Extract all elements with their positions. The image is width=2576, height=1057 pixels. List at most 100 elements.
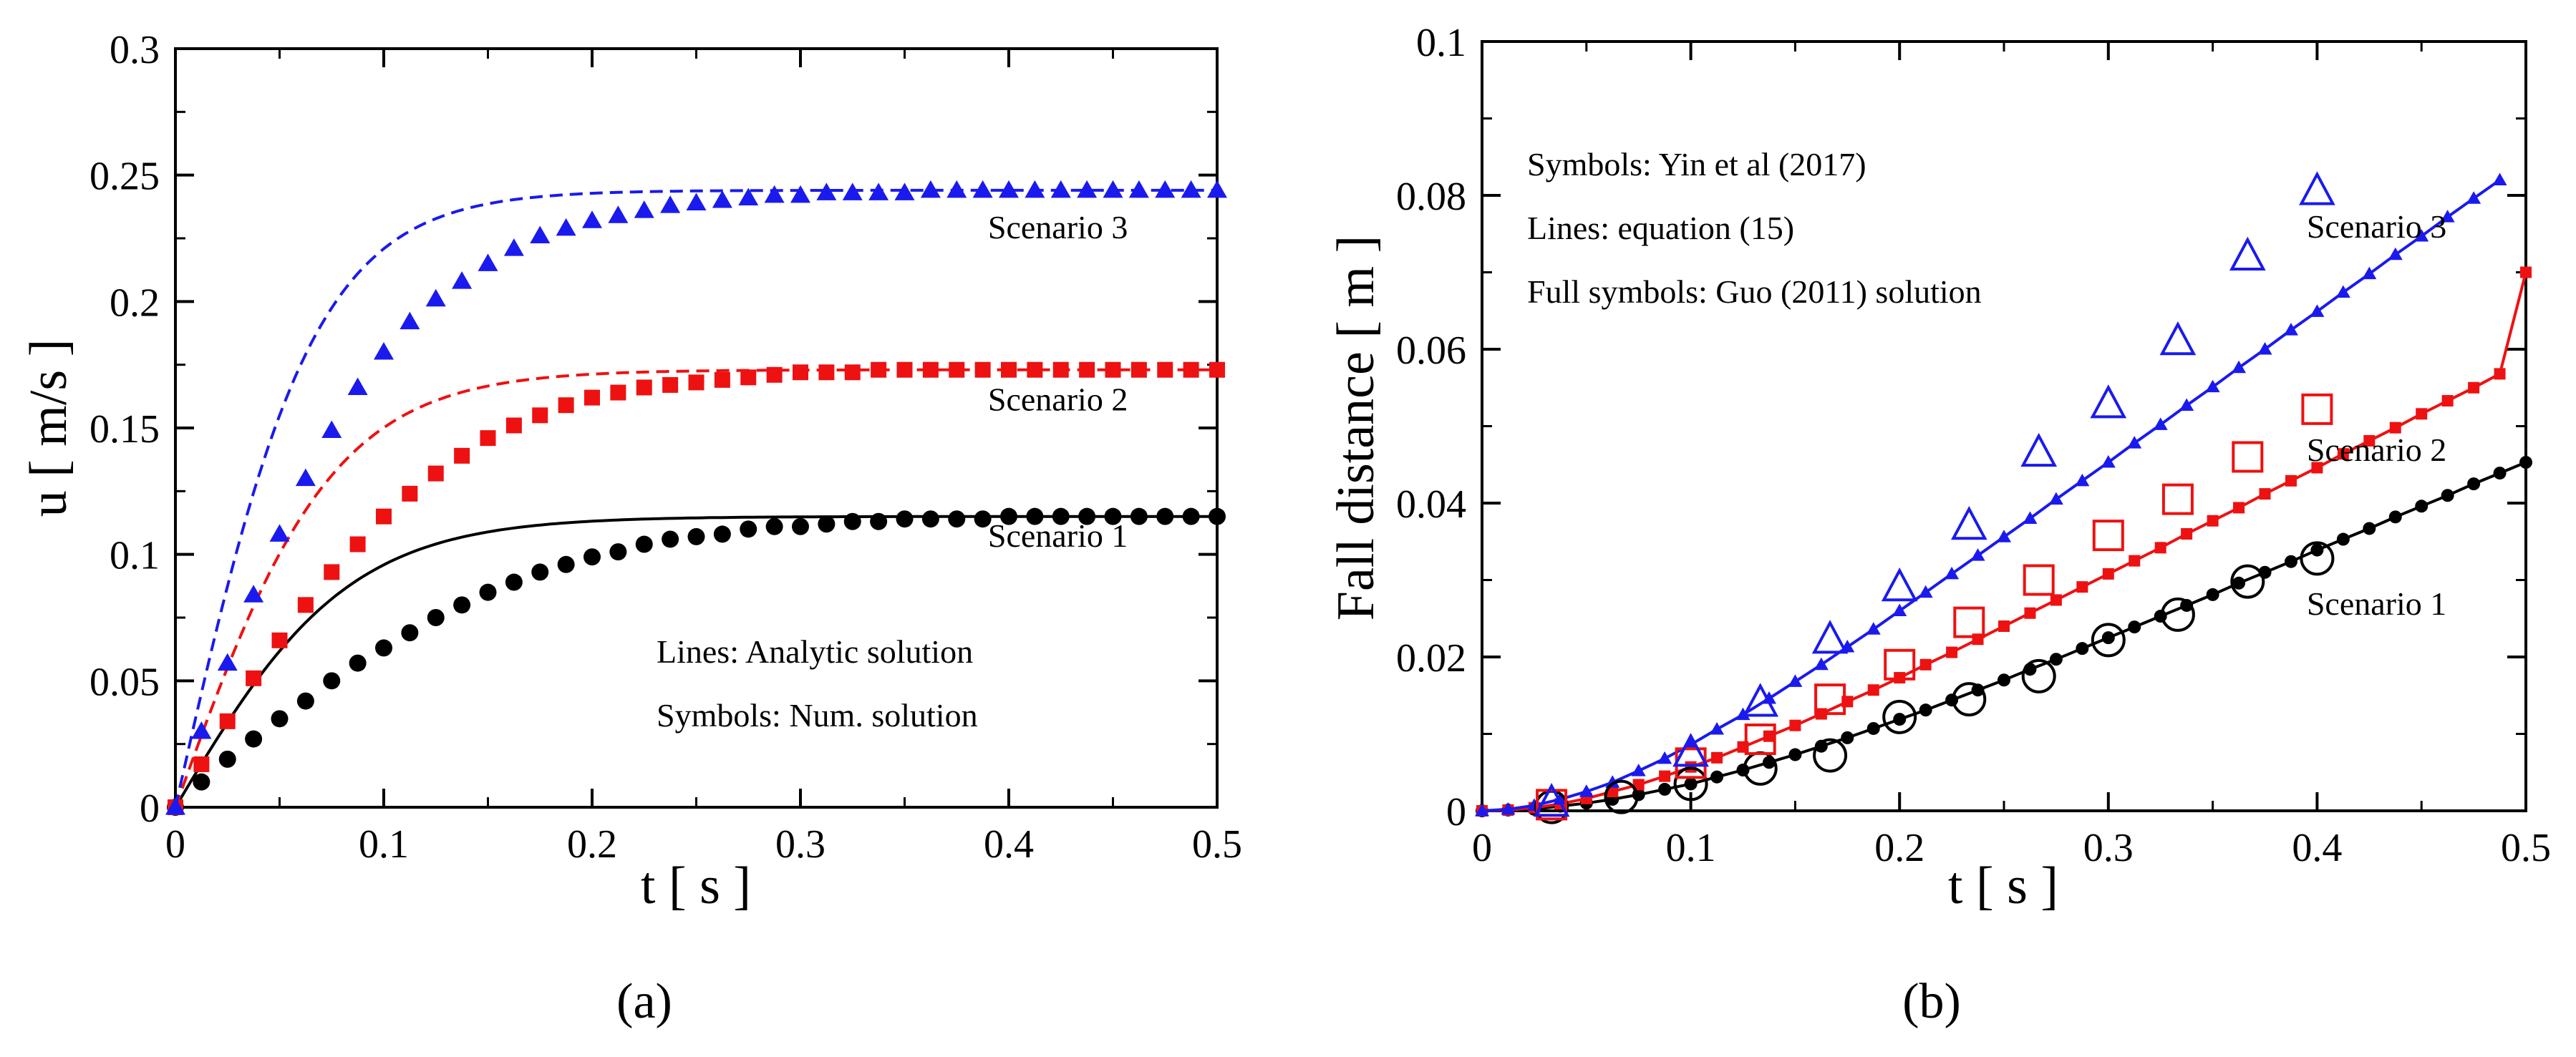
chart-b-caption: (b) [1902,974,1961,1029]
chart-b-point-filled-square [1789,719,1801,731]
chart-b-point-open-circle [2300,541,2335,576]
chart-b-point-open-square [2023,564,2055,596]
chart-a-point-s3 [1128,180,1149,198]
chart-b-point-filled-circle [2232,576,2246,590]
chart-a-point-s2 [1079,361,1095,378]
chart-a-xtick-label: 0.4 [984,822,1034,867]
chart-b-point-filled-triangle [2466,191,2481,204]
chart-b-series-label-1: Scenario 1 [2307,585,2446,622]
chart-a-point-s3 [1207,180,1227,198]
chart-a-series-label-3: Scenario 3 [988,209,1128,245]
chart-b: 0 0.1 0.2 0.3 0.4 0.5 0 0.02 0.04 0.06 0.08 0.1 Sce… [1327,21,2551,1029]
chart-b-point-filled-triangle [1631,764,1646,776]
chart-a-point-s1 [1156,507,1174,525]
chart-b-point-filled-circle [2206,588,2219,601]
chart-a-point-s2 [532,407,548,424]
chart-a-point-s2 [1157,361,1173,378]
chart-a-point-s1 [662,530,679,548]
chart-a-point-s3 [712,190,732,208]
chart-b-point-filled-triangle [2048,492,2063,505]
chart-a-annotation-symbols: Symbols: Num. solution [657,697,978,734]
chart-a-point-s3 [191,721,212,739]
chart-a-point-s2 [922,361,939,378]
chart-a-point-s1 [1209,507,1226,525]
chart-a-point-s2 [1105,361,1121,378]
chart-b-point-filled-triangle [1970,548,1985,561]
chart-a-point-s1 [921,510,939,528]
chart-a-point-s1 [609,543,627,561]
chart-b-point-open-circle [1813,738,1848,773]
chart-a-point-s1 [1078,507,1096,525]
chart-b-point-filled-square [1607,786,1619,798]
chart-a-point-s2 [1027,361,1043,378]
chart-a-ytick-label: 0.05 [89,660,160,704]
chart-b-series-labels: Scenario 1 Scenario 2 Scenario 3 [2307,208,2446,622]
chart-a-line-2 [174,368,1217,808]
chart-b-point-filled-circle [2519,456,2532,469]
chart-b-point-open-triangle [2090,384,2127,419]
chart-a-point-s3 [425,288,446,307]
chart-a-point-s3 [243,585,264,603]
chart-b-ytick-label: 0.08 [1396,175,1466,219]
chart-b-point-filled-circle [2049,653,2063,666]
chart-a-point-s1 [740,520,757,538]
chart-b-point-filled-circle [2415,500,2429,513]
chart-a-point-s3 [946,180,967,198]
chart-b-xtick-label: 0.4 [2292,826,2342,870]
chart-a-point-s1 [1026,507,1044,525]
chart-a-point-s1 [896,510,914,528]
chart-b-point-filled-square [2259,488,2271,500]
chart-b-ytick-label: 0.1 [1416,21,1466,65]
chart-b-point-filled-triangle [1553,791,1568,805]
chart-a-point-s2 [505,417,522,434]
chart-b-point-filled-square [2520,266,2532,278]
chart-b-point-filled-triangle [2492,172,2507,185]
chart-a-point-s3 [582,210,602,228]
chart-a-point-s3 [374,342,394,360]
chart-a-point-s1 [505,573,523,591]
chart-b-point-filled-circle [2076,642,2089,656]
chart-a-point-s3 [1155,180,1176,198]
chart-b-point-filled-triangle [2257,342,2272,355]
chart-a-point-s1 [401,624,419,642]
chart-b-point-filled-square [1919,658,1932,671]
chart-a-point-s2 [271,632,288,648]
chart-b-point-open-triangle [1881,568,1918,602]
chart-b-ytick-label: 0.04 [1396,482,1466,527]
chart-b-point-filled-triangle [1735,707,1751,721]
chart-a-point-s2 [662,376,679,393]
chart-a-point-s2 [610,384,626,401]
chart-b-point-open-triangle [1742,683,1779,717]
chart-a-xlabel: t [ s ] [641,857,751,915]
chart-b-xlabel: t [ s ] [1948,857,2058,915]
chart-b-point-open-triangle [1533,783,1570,817]
chart-b-point-filled-triangle [1761,691,1776,704]
chart-a-point-s2 [584,389,600,406]
chart-b-point-open-square [2092,520,2124,552]
chart-a-point-s2 [1183,361,1199,378]
chart-a-point-s3 [1181,180,1201,198]
chart-b-point-filled-triangle [2101,455,2116,468]
chart-a-point-s2 [871,361,887,378]
chart-a-point-s1 [584,548,601,566]
chart-a-point-s3 [816,182,837,200]
chart-a-xtick-label: 0.3 [775,822,825,867]
chart-b-point-open-circle [2021,658,2056,693]
chart-a: 0 0.1 0.2 0.3 0.4 0.5 0 0.05 0.1 0.15 0.2 0.25 0.3 S… [19,28,1242,1029]
chart-a-point-s3 [999,180,1019,198]
chart-b-point-open-circle [2091,623,2126,658]
chart-a-point-s3 [1077,180,1098,198]
chart-b-point-filled-square [2494,368,2506,380]
chart-a-point-s2 [844,364,861,381]
chart-a-point-s3 [400,311,420,330]
chart-a-point-s2 [1052,361,1069,378]
chart-b-point-filled-circle [2363,522,2376,535]
chart-a-point-s1 [1000,507,1017,525]
chart-a-point-s2 [427,465,444,482]
chart-b-point-filled-circle [1893,713,1907,726]
chart-b-point-filled-square [1763,730,1775,742]
chart-b-point-filled-triangle [1788,674,1803,687]
chart-b-point-filled-circle [1658,782,1672,796]
chart-a-point-s1 [218,750,236,768]
chart-b-point-filled-triangle [1918,585,1933,598]
